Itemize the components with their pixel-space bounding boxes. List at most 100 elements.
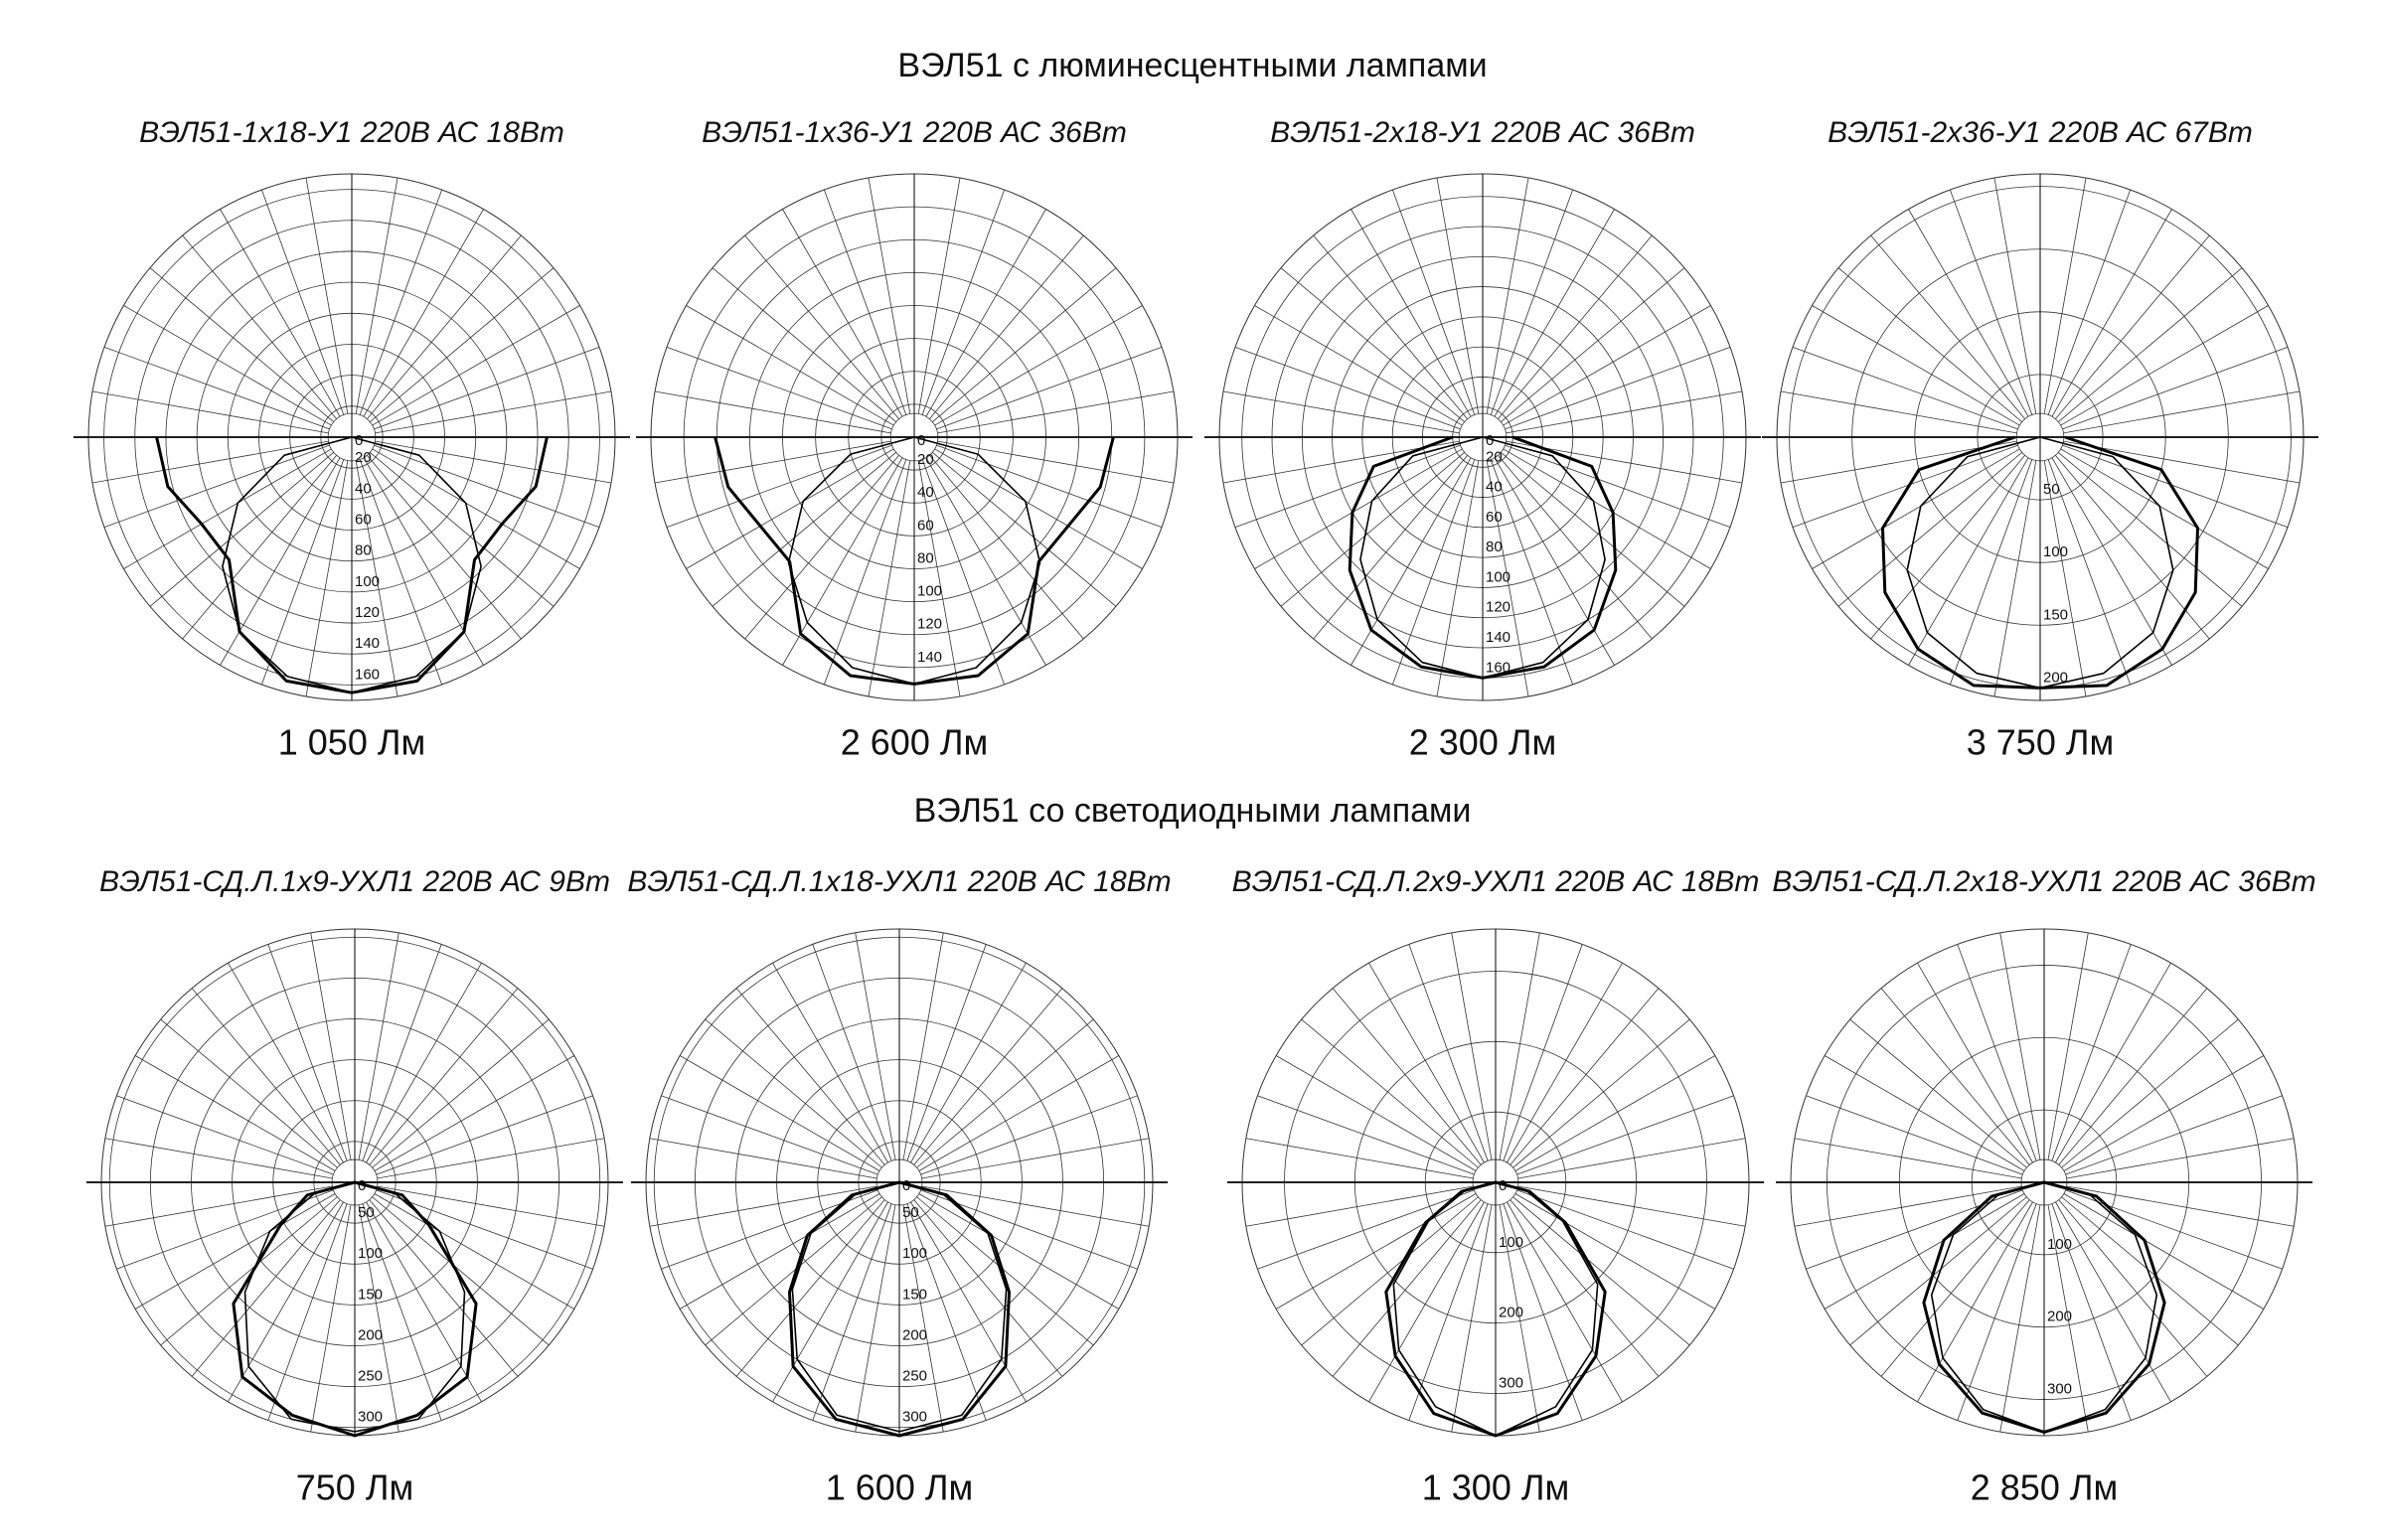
radial-grid-line bbox=[1301, 1196, 1479, 1346]
radial-grid-line bbox=[1486, 460, 1529, 697]
radial-grid-line bbox=[1512, 1018, 1690, 1168]
polar-chart: 100 200 300 ВЭЛ51-СД.Л.2х18-УХЛ1 220В АС 36… bbox=[1772, 865, 2315, 1508]
radial-grid-line bbox=[654, 390, 891, 434]
intensity-curve bbox=[1881, 435, 2199, 690]
radial-grid-line bbox=[182, 455, 337, 640]
radial-grid-line bbox=[358, 932, 399, 1160]
intensity-curve bbox=[714, 436, 1115, 686]
radial-grid-line bbox=[149, 452, 334, 607]
r-tick-label: 40 bbox=[917, 484, 934, 501]
radial-grid-line bbox=[260, 189, 345, 415]
r-tick-label: 100 bbox=[2043, 543, 2068, 560]
radial-grid-line bbox=[906, 944, 987, 1161]
r-tick-label: 0 bbox=[355, 432, 363, 449]
r-tick-label: 200 bbox=[902, 1326, 927, 1343]
radial-grid-line bbox=[104, 1185, 333, 1227]
intensity-curve bbox=[1384, 1180, 1607, 1438]
r-tick-label: 50 bbox=[2043, 481, 2060, 498]
r-tick-label: 200 bbox=[358, 1326, 383, 1343]
chart-title: ВЭЛ51-СД.Л.2х9-УХЛ1 220В АС 18Вт bbox=[1232, 865, 1760, 898]
radial-grid-line bbox=[1234, 346, 1461, 430]
radial-grid-line bbox=[666, 444, 892, 529]
radial-grid-line bbox=[103, 444, 330, 529]
r-tick-label: 120 bbox=[1486, 599, 1510, 616]
radial-grid-line bbox=[2058, 1199, 2208, 1377]
radial-grid-line bbox=[868, 177, 911, 414]
radial-grid-line bbox=[1451, 932, 1493, 1160]
r-tick-label: 60 bbox=[1486, 509, 1503, 526]
radial-grid-line bbox=[679, 1193, 880, 1309]
radial-grid-line bbox=[1794, 1185, 2022, 1227]
r-tick-label: 100 bbox=[1499, 1234, 1523, 1251]
radial-grid-line bbox=[2063, 440, 2301, 484]
radial-grid-line bbox=[191, 988, 341, 1165]
radial-grid-line bbox=[1849, 1196, 2027, 1346]
radial-grid-line bbox=[228, 1201, 344, 1403]
intensity-curve bbox=[1348, 435, 1618, 680]
chart-title: ВЭЛ51-1х18-У1 220В АС 18Вт bbox=[139, 116, 564, 149]
radial-grid-line bbox=[91, 440, 329, 484]
radial-grid-line bbox=[310, 1204, 352, 1433]
radial-grid-line bbox=[936, 444, 1163, 529]
radial-grid-line bbox=[305, 460, 349, 697]
radial-grid-line bbox=[2047, 189, 2132, 415]
r-tick-label: 100 bbox=[2047, 1236, 2072, 1253]
radial-grid-line bbox=[916, 1196, 1094, 1346]
radial-grid-line bbox=[1499, 1204, 1540, 1433]
radial-grid-line bbox=[228, 962, 344, 1163]
radial-grid-line bbox=[1507, 1201, 1623, 1403]
radial-grid-line bbox=[917, 177, 961, 414]
radial-grid-line bbox=[917, 460, 961, 697]
radial-grid-line bbox=[823, 189, 907, 415]
radial-grid-line bbox=[220, 209, 341, 417]
radial-grid-line bbox=[2066, 1185, 2295, 1227]
radial-grid-line bbox=[1351, 209, 1472, 417]
radial-grid-line bbox=[1503, 1203, 1583, 1421]
radial-grid-line bbox=[735, 1199, 885, 1377]
radial-grid-line bbox=[1301, 1018, 1479, 1168]
radial-grid-line bbox=[782, 209, 903, 417]
radial-grid-line bbox=[2060, 448, 2269, 569]
radial-grid-line bbox=[374, 346, 600, 430]
r-tick-label: 100 bbox=[917, 583, 942, 600]
r-tick-label: 60 bbox=[355, 511, 372, 528]
radial-grid-line bbox=[1514, 1055, 1716, 1171]
radial-grid-line bbox=[1917, 962, 2033, 1163]
r-tick-label: 20 bbox=[355, 449, 372, 466]
radial-grid-line bbox=[1506, 390, 1743, 434]
r-tick-label: 100 bbox=[358, 1245, 383, 1262]
radial-grid-line bbox=[362, 944, 442, 1161]
radial-grid-line bbox=[1849, 1018, 2027, 1168]
radial-grid-line bbox=[782, 457, 903, 666]
r-tick-label: 250 bbox=[358, 1368, 383, 1385]
radial-grid-line bbox=[2062, 444, 2289, 529]
r-tick-label: 300 bbox=[902, 1409, 927, 1426]
r-tick-label: 80 bbox=[1486, 539, 1503, 555]
radial-grid-line bbox=[902, 932, 944, 1160]
r-tick-label: 0 bbox=[917, 432, 925, 449]
r-tick-label: 100 bbox=[902, 1245, 927, 1262]
radial-grid-line bbox=[191, 1199, 341, 1377]
r-tick-label: 150 bbox=[2043, 606, 2068, 623]
radial-grid-line bbox=[116, 1095, 334, 1175]
radial-grid-line bbox=[91, 390, 329, 434]
radial-grid-line bbox=[2060, 305, 2269, 426]
luminous-flux: 3 750 Лм bbox=[1967, 722, 2114, 763]
radial-grid-line bbox=[1245, 1185, 1474, 1227]
radial-grid-line bbox=[2055, 962, 2171, 1163]
radial-grid-line bbox=[2063, 390, 2301, 434]
radial-grid-line bbox=[369, 988, 519, 1165]
radial-grid-line bbox=[1908, 209, 2029, 417]
radial-grid-line bbox=[1494, 209, 1615, 417]
radial-grid-line bbox=[123, 448, 332, 569]
radial-grid-line bbox=[2051, 944, 2132, 1161]
radial-grid-line bbox=[376, 1189, 593, 1270]
radial-grid-line bbox=[1280, 267, 1465, 422]
chart-title: ВЭЛ51-СД.Л.1х9-УХЛ1 220В АС 9Вт bbox=[99, 865, 610, 898]
radial-grid-line bbox=[1949, 459, 2033, 686]
radial-grid-line bbox=[936, 346, 1163, 430]
